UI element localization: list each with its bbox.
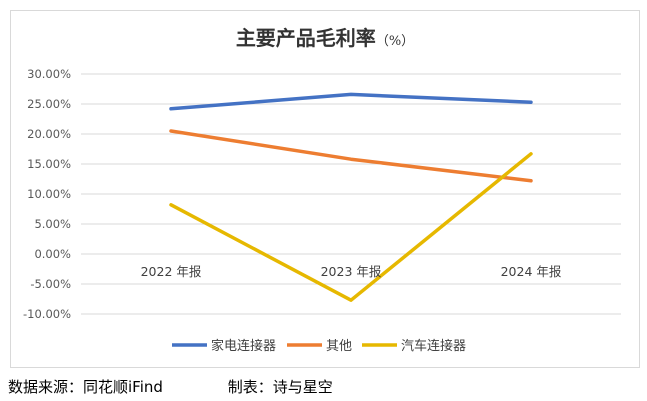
legend-label: 其他 bbox=[326, 339, 352, 354]
data-source-note: 数据来源：同花顺iFind bbox=[8, 378, 163, 396]
legend: 家电连接器 其他 汽车连接器 bbox=[172, 338, 466, 354]
x-tick-label: 2022 年报 bbox=[141, 264, 202, 279]
series-line bbox=[169, 92, 533, 111]
x-axis-ticks: 2022 年报 2023 年报 2024 年报 bbox=[141, 264, 562, 279]
y-tick-label: 5.00% bbox=[34, 217, 71, 231]
series-line bbox=[169, 129, 533, 183]
line-chart: 主要产品毛利率（%） 30.00% 25.00% 20.00% 15.00% 10.00… bbox=[23, 26, 621, 354]
y-tick-label: -10.00% bbox=[23, 307, 71, 321]
y-tick-label: -5.00% bbox=[30, 277, 71, 291]
x-tick-label: 2023 年报 bbox=[321, 264, 382, 279]
y-tick-label: 10.00% bbox=[27, 187, 71, 201]
y-tick-label: 25.00% bbox=[27, 97, 71, 111]
chart-title: 主要产品毛利率（%） bbox=[236, 26, 414, 50]
y-tick-label: 0.00% bbox=[34, 247, 71, 261]
x-tick-label: 2024 年报 bbox=[501, 264, 562, 279]
y-tick-label: 15.00% bbox=[27, 157, 71, 171]
chart-frame: 主要产品毛利率（%） 30.00% 25.00% 20.00% 15.00% 10.00… bbox=[10, 10, 640, 368]
y-tick-label: 30.00% bbox=[27, 67, 71, 81]
y-tick-label: 20.00% bbox=[27, 127, 71, 141]
series-lines bbox=[169, 92, 533, 302]
legend-label: 家电连接器 bbox=[211, 338, 276, 354]
gridlines bbox=[81, 73, 621, 315]
footer: 数据来源：同花顺iFind 制表：诗与星空 bbox=[8, 376, 333, 397]
legend-label: 汽车连接器 bbox=[401, 338, 466, 354]
table-maker-note: 制表：诗与星空 bbox=[227, 378, 333, 396]
y-axis-ticks: 30.00% 25.00% 20.00% 15.00% 10.00% 5.00% 0.00%… bbox=[23, 67, 71, 321]
